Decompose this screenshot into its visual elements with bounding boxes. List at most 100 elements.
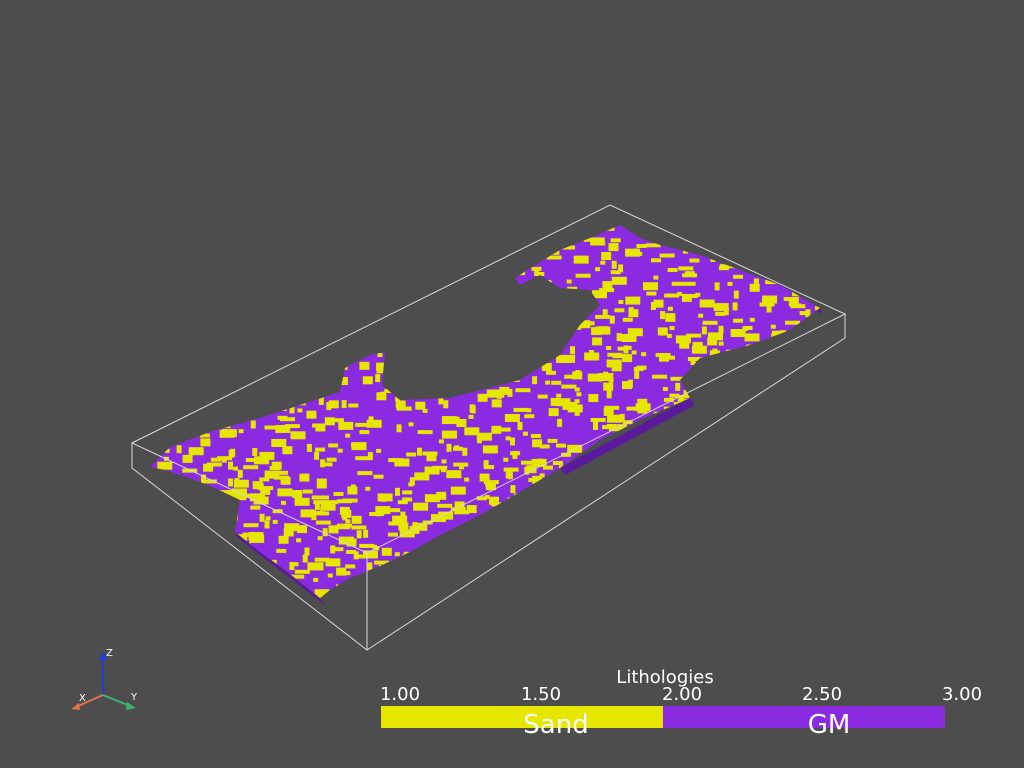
sand-cell xyxy=(440,309,451,318)
sand-cell xyxy=(182,454,193,463)
sand-cell xyxy=(338,270,349,275)
sand-cell xyxy=(735,589,746,594)
sand-cell xyxy=(376,392,387,401)
sand-cell xyxy=(620,515,636,524)
sand-cell xyxy=(653,517,669,522)
sand-cell xyxy=(183,345,194,354)
sand-cell xyxy=(317,592,328,598)
sand-cell xyxy=(174,398,190,407)
sand-cell xyxy=(283,528,294,537)
sand-cell xyxy=(599,225,615,231)
sand-cell xyxy=(585,510,596,519)
sand-cell xyxy=(257,313,263,322)
sand-cell xyxy=(260,486,271,495)
sand-cell xyxy=(816,395,820,400)
sand-cell xyxy=(751,425,762,430)
sand-cell xyxy=(300,509,316,518)
sand-cell xyxy=(413,302,424,311)
sand-cell xyxy=(617,346,628,351)
sand-cell xyxy=(812,511,820,520)
sand-cell xyxy=(797,373,808,378)
sand-cell xyxy=(548,551,554,555)
sand-cell xyxy=(154,264,160,269)
sand-cell xyxy=(621,334,637,342)
sand-cell xyxy=(660,331,665,336)
sand-cell xyxy=(748,418,754,423)
sand-cell xyxy=(376,267,387,276)
z-axis-label: Z xyxy=(106,648,113,659)
sand-cell xyxy=(157,461,173,470)
sand-cell xyxy=(171,513,177,521)
sand-cell xyxy=(689,527,695,532)
sand-cell xyxy=(606,424,617,428)
sand-cell xyxy=(336,523,352,528)
sand-cell xyxy=(315,447,326,452)
sand-cell xyxy=(362,263,378,272)
sand-cell xyxy=(482,445,498,454)
sand-cell xyxy=(723,382,729,386)
sand-cell xyxy=(449,581,455,590)
sand-cell xyxy=(311,512,317,521)
sand-cell xyxy=(609,427,624,432)
sand-cell xyxy=(830,581,845,585)
sand-cell xyxy=(227,512,238,521)
sand-cell xyxy=(551,499,562,508)
sand-cell xyxy=(675,335,691,344)
sand-cell xyxy=(765,454,771,463)
sand-cell xyxy=(211,306,222,315)
sand-cell xyxy=(657,327,668,336)
sand-cell xyxy=(483,460,489,469)
sand-cell xyxy=(188,272,194,281)
sand-cell xyxy=(451,577,457,582)
sand-cell xyxy=(681,491,687,496)
sand-cell xyxy=(606,359,622,368)
sand-cell xyxy=(815,398,820,403)
sand-cell xyxy=(523,554,539,559)
sand-cell xyxy=(459,360,475,369)
sand-cell xyxy=(780,453,791,458)
sand-cell xyxy=(234,391,250,396)
sand-cell xyxy=(440,265,456,273)
sand-cell xyxy=(815,306,820,311)
sand-cell xyxy=(279,591,290,596)
sand-cell xyxy=(294,230,310,239)
sand-cell xyxy=(330,592,345,597)
sand-cell xyxy=(745,445,756,454)
sand-cell xyxy=(626,406,642,411)
sand-cell xyxy=(281,500,286,505)
sand-cell xyxy=(358,246,374,255)
sand-cell xyxy=(399,583,415,587)
sand-cell xyxy=(171,404,186,413)
sand-cell xyxy=(348,403,359,408)
sand-cell xyxy=(700,526,711,531)
sand-cell xyxy=(783,482,799,491)
sand-cell xyxy=(158,547,164,552)
sand-cell xyxy=(801,503,817,512)
sand-cell xyxy=(783,333,799,342)
sand-cell xyxy=(590,241,606,246)
sand-cell xyxy=(733,250,739,255)
sand-cell xyxy=(555,575,571,580)
sand-cell xyxy=(351,525,367,530)
sand-cell xyxy=(625,296,641,305)
sand-cell xyxy=(635,602,650,606)
sand-cell xyxy=(153,352,169,361)
sand-cell xyxy=(257,369,263,374)
sand-cell xyxy=(258,354,274,363)
sand-cell xyxy=(228,461,233,470)
sand-cell xyxy=(474,227,485,236)
sand-cell xyxy=(551,380,562,385)
sand-cell xyxy=(476,432,492,441)
sand-cell xyxy=(793,552,799,557)
sand-cell xyxy=(198,272,214,281)
sand-cell xyxy=(801,447,807,452)
sand-cell xyxy=(268,262,274,271)
sand-cell xyxy=(751,505,762,514)
sand-cell xyxy=(302,489,313,494)
sand-cell xyxy=(152,415,158,424)
sand-cell xyxy=(324,600,334,608)
sand-cell xyxy=(373,295,384,304)
sand-cell xyxy=(532,439,543,448)
